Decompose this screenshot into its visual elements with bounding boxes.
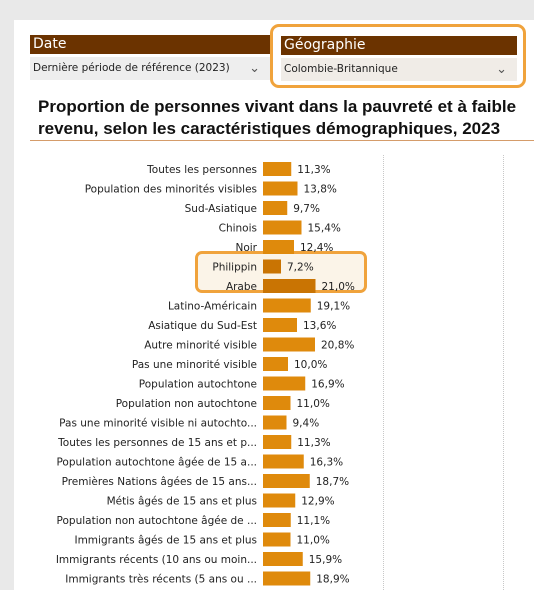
bar[interactable]: [263, 396, 291, 410]
bar[interactable]: [263, 532, 291, 547]
category-label: Population non autochtone: [116, 398, 257, 410]
category-label: Toutes les personnes de 15 ans et p...: [57, 437, 257, 449]
data-label: 11,3%: [297, 164, 330, 176]
chart-title: Proportion de personnes vivant dans la p…: [38, 97, 517, 138]
geography-dropdown[interactable]: Colombie-Britannique ⌄: [281, 58, 517, 81]
bar[interactable]: [263, 454, 304, 469]
bar[interactable]: [263, 279, 316, 293]
category-label: Philippin: [212, 262, 257, 274]
bar[interactable]: [263, 357, 288, 371]
category-label: Toutes les personnes: [146, 164, 257, 176]
bar[interactable]: [263, 435, 292, 449]
bar[interactable]: [263, 298, 311, 313]
data-label: 10,0%: [294, 359, 327, 371]
data-label: 12,4%: [300, 242, 333, 254]
category-label: Noir: [235, 242, 257, 254]
date-dropdown-value: Dernière période de référence (2023): [33, 62, 230, 74]
category-label: Immigrants très récents (5 ans ou ...: [65, 574, 257, 586]
bar[interactable]: [263, 220, 302, 235]
category-label: Asiatique du Sud-Est: [148, 320, 257, 332]
data-label: 19,1%: [317, 301, 350, 313]
gridline: [383, 155, 384, 590]
data-label: 21,0%: [322, 281, 355, 293]
bar[interactable]: [263, 552, 303, 566]
category-label: Latino-Américain: [168, 301, 257, 313]
gridline: [503, 155, 504, 590]
geography-dropdown-value: Colombie-Britannique: [284, 63, 398, 75]
data-label: 7,2%: [287, 262, 314, 274]
data-label: 18,9%: [316, 574, 349, 586]
chevron-down-icon[interactable]: ⌄: [496, 62, 507, 77]
date-dropdown[interactable]: Dernière période de référence (2023) ⌄: [30, 57, 270, 80]
bar[interactable]: [263, 474, 310, 488]
bar[interactable]: [263, 240, 294, 254]
geography-slicer-title: Géographie: [281, 36, 517, 55]
data-label: 9,7%: [293, 203, 320, 215]
data-label: 9,4%: [293, 418, 320, 430]
category-label: Autre minorité visible: [144, 340, 257, 352]
geography-slicer-highlight: Géographie Colombie-Britannique ⌄: [270, 24, 526, 88]
bar[interactable]: [263, 181, 298, 196]
bar[interactable]: [263, 201, 288, 215]
data-label: 11,3%: [297, 437, 330, 449]
geography-slicer[interactable]: Géographie Colombie-Britannique ⌄: [281, 36, 517, 81]
bar[interactable]: [263, 337, 315, 352]
date-slicer[interactable]: Date Dernière période de référence (2023…: [30, 35, 270, 80]
bar[interactable]: [263, 318, 297, 332]
data-label: 20,8%: [321, 340, 354, 352]
category-label: Premières Nations âgées de 15 ans...: [62, 476, 257, 488]
data-label: 16,9%: [311, 379, 344, 391]
category-label: Arabe: [226, 281, 257, 293]
bar[interactable]: [263, 259, 281, 274]
category-label: Métis âgés de 15 ans et plus: [107, 496, 257, 508]
data-label: 13,8%: [304, 184, 337, 196]
category-label: Pas une minorité visible ni autochto...: [59, 418, 257, 430]
bar[interactable]: [263, 415, 287, 430]
data-label: 15,4%: [308, 223, 341, 235]
chevron-down-icon[interactable]: ⌄: [249, 61, 260, 76]
category-label: Pas une minorité visible: [132, 359, 257, 371]
data-label: 11,0%: [297, 398, 330, 410]
category-label: Population non autochtone âgée de ...: [57, 515, 257, 527]
bar[interactable]: [263, 162, 292, 176]
category-label: Chinois: [219, 223, 257, 235]
category-label: Population des minorités visibles: [85, 184, 257, 196]
bar[interactable]: [263, 376, 306, 391]
data-label: 11,0%: [297, 535, 330, 547]
category-label: Population autochtone: [139, 379, 257, 391]
title-divider: [30, 140, 534, 141]
data-label: 16,3%: [310, 457, 343, 469]
category-label: Sud-Asiatique: [185, 203, 257, 215]
bar[interactable]: [263, 493, 296, 508]
bar[interactable]: [263, 513, 291, 527]
date-slicer-title: Date: [30, 35, 270, 54]
data-label: 11,1%: [297, 515, 330, 527]
bar[interactable]: [263, 571, 311, 586]
data-label: 12,9%: [301, 496, 334, 508]
data-label: 13,6%: [303, 320, 336, 332]
data-label: 15,9%: [309, 554, 342, 566]
category-label: Immigrants âgés de 15 ans et plus: [74, 535, 257, 547]
category-label: Immigrants récents (10 ans ou moin...: [56, 554, 257, 566]
category-label: Population autochtone âgée de 15 a...: [56, 457, 257, 469]
data-label: 18,7%: [316, 476, 349, 488]
